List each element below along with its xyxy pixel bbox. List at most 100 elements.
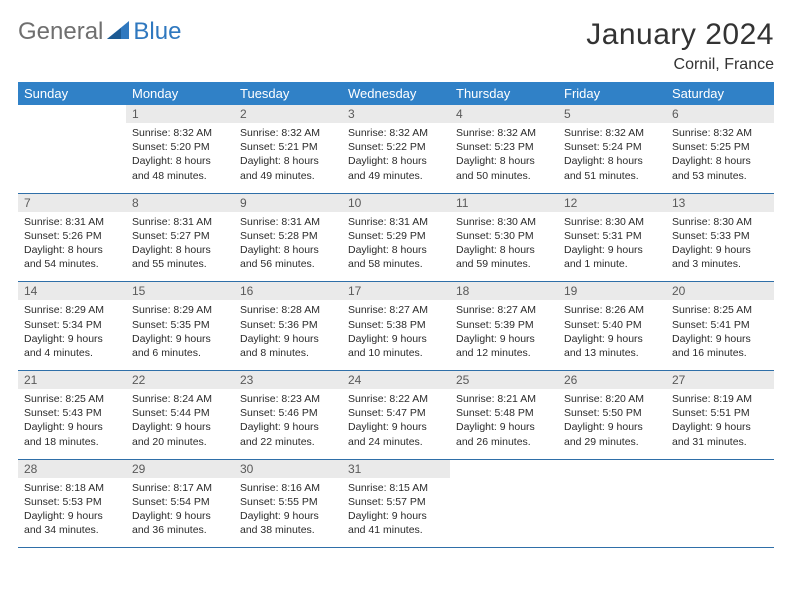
daylight-text: Daylight: 8 hours	[456, 243, 552, 257]
sunrise-text: Sunrise: 8:17 AM	[132, 481, 228, 495]
day-cell: Sunrise: 8:32 AMSunset: 5:25 PMDaylight:…	[666, 123, 774, 193]
day-number	[18, 105, 126, 123]
day-number: 1	[126, 105, 234, 123]
day-cell: Sunrise: 8:29 AMSunset: 5:35 PMDaylight:…	[126, 300, 234, 370]
day-number-row: 21222324252627	[18, 371, 774, 390]
day-info-row: Sunrise: 8:18 AMSunset: 5:53 PMDaylight:…	[18, 478, 774, 548]
day-number: 16	[234, 282, 342, 301]
day-number: 17	[342, 282, 450, 301]
weekday-header-row: Sunday Monday Tuesday Wednesday Thursday…	[18, 82, 774, 105]
sunset-text: Sunset: 5:23 PM	[456, 140, 552, 154]
sunset-text: Sunset: 5:34 PM	[24, 318, 120, 332]
header: General Blue January 2024 Cornil, France	[18, 18, 774, 74]
sunset-text: Sunset: 5:38 PM	[348, 318, 444, 332]
weekday-header: Monday	[126, 82, 234, 105]
daylight-text: and 55 minutes.	[132, 257, 228, 271]
daylight-text: Daylight: 9 hours	[348, 332, 444, 346]
day-number: 7	[18, 193, 126, 212]
daylight-text: Daylight: 8 hours	[348, 154, 444, 168]
sunset-text: Sunset: 5:20 PM	[132, 140, 228, 154]
sunrise-text: Sunrise: 8:15 AM	[348, 481, 444, 495]
day-cell: Sunrise: 8:32 AMSunset: 5:24 PMDaylight:…	[558, 123, 666, 193]
daylight-text: Daylight: 9 hours	[564, 420, 660, 434]
sunset-text: Sunset: 5:21 PM	[240, 140, 336, 154]
day-number: 26	[558, 371, 666, 390]
sunset-text: Sunset: 5:57 PM	[348, 495, 444, 509]
day-info-row: Sunrise: 8:32 AMSunset: 5:20 PMDaylight:…	[18, 123, 774, 193]
daylight-text: Daylight: 8 hours	[132, 154, 228, 168]
daylight-text: Daylight: 9 hours	[456, 332, 552, 346]
sunrise-text: Sunrise: 8:18 AM	[24, 481, 120, 495]
daylight-text: Daylight: 9 hours	[24, 332, 120, 346]
sunset-text: Sunset: 5:41 PM	[672, 318, 768, 332]
daylight-text: and 48 minutes.	[132, 169, 228, 183]
daylight-text: and 34 minutes.	[24, 523, 120, 537]
day-cell: Sunrise: 8:32 AMSunset: 5:23 PMDaylight:…	[450, 123, 558, 193]
sunrise-text: Sunrise: 8:31 AM	[348, 215, 444, 229]
weekday-header: Thursday	[450, 82, 558, 105]
daylight-text: Daylight: 9 hours	[456, 420, 552, 434]
weekday-header: Tuesday	[234, 82, 342, 105]
weekday-header: Sunday	[18, 82, 126, 105]
day-number: 18	[450, 282, 558, 301]
day-cell	[558, 478, 666, 548]
day-cell: Sunrise: 8:19 AMSunset: 5:51 PMDaylight:…	[666, 389, 774, 459]
day-number	[558, 459, 666, 478]
day-info-row: Sunrise: 8:31 AMSunset: 5:26 PMDaylight:…	[18, 212, 774, 282]
logo-text-blue: Blue	[133, 18, 181, 46]
daylight-text: and 26 minutes.	[456, 435, 552, 449]
daylight-text: Daylight: 8 hours	[240, 243, 336, 257]
day-number: 22	[126, 371, 234, 390]
sunrise-text: Sunrise: 8:31 AM	[240, 215, 336, 229]
weekday-header: Friday	[558, 82, 666, 105]
logo-text-general: General	[18, 18, 103, 46]
daylight-text: Daylight: 9 hours	[240, 509, 336, 523]
day-number: 25	[450, 371, 558, 390]
sunrise-text: Sunrise: 8:25 AM	[24, 392, 120, 406]
sunset-text: Sunset: 5:22 PM	[348, 140, 444, 154]
day-cell: Sunrise: 8:31 AMSunset: 5:28 PMDaylight:…	[234, 212, 342, 282]
sunrise-text: Sunrise: 8:32 AM	[348, 126, 444, 140]
sunrise-text: Sunrise: 8:32 AM	[240, 126, 336, 140]
daylight-text: and 10 minutes.	[348, 346, 444, 360]
daylight-text: Daylight: 9 hours	[564, 332, 660, 346]
daylight-text: Daylight: 9 hours	[672, 420, 768, 434]
daylight-text: Daylight: 9 hours	[348, 509, 444, 523]
sunrise-text: Sunrise: 8:27 AM	[348, 303, 444, 317]
daylight-text: Daylight: 9 hours	[240, 332, 336, 346]
day-number	[450, 459, 558, 478]
sunset-text: Sunset: 5:40 PM	[564, 318, 660, 332]
day-number: 28	[18, 459, 126, 478]
sunrise-text: Sunrise: 8:32 AM	[672, 126, 768, 140]
sunset-text: Sunset: 5:25 PM	[672, 140, 768, 154]
daylight-text: Daylight: 9 hours	[348, 420, 444, 434]
day-number: 2	[234, 105, 342, 123]
daylight-text: Daylight: 9 hours	[564, 243, 660, 257]
sunset-text: Sunset: 5:30 PM	[456, 229, 552, 243]
sunrise-text: Sunrise: 8:32 AM	[564, 126, 660, 140]
day-number: 20	[666, 282, 774, 301]
daylight-text: Daylight: 8 hours	[132, 243, 228, 257]
sunrise-text: Sunrise: 8:31 AM	[132, 215, 228, 229]
day-cell: Sunrise: 8:25 AMSunset: 5:43 PMDaylight:…	[18, 389, 126, 459]
daylight-text: and 38 minutes.	[240, 523, 336, 537]
location: Cornil, France	[586, 56, 774, 74]
day-number: 24	[342, 371, 450, 390]
sunrise-text: Sunrise: 8:26 AM	[564, 303, 660, 317]
day-cell: Sunrise: 8:31 AMSunset: 5:27 PMDaylight:…	[126, 212, 234, 282]
sunset-text: Sunset: 5:55 PM	[240, 495, 336, 509]
daylight-text: Daylight: 9 hours	[132, 420, 228, 434]
sunrise-text: Sunrise: 8:28 AM	[240, 303, 336, 317]
daylight-text: and 3 minutes.	[672, 257, 768, 271]
day-cell: Sunrise: 8:26 AMSunset: 5:40 PMDaylight:…	[558, 300, 666, 370]
daylight-text: and 54 minutes.	[24, 257, 120, 271]
day-cell: Sunrise: 8:32 AMSunset: 5:21 PMDaylight:…	[234, 123, 342, 193]
sunrise-text: Sunrise: 8:31 AM	[24, 215, 120, 229]
day-cell: Sunrise: 8:27 AMSunset: 5:38 PMDaylight:…	[342, 300, 450, 370]
day-cell	[666, 478, 774, 548]
day-number: 3	[342, 105, 450, 123]
day-number: 15	[126, 282, 234, 301]
daylight-text: Daylight: 8 hours	[240, 154, 336, 168]
sunset-text: Sunset: 5:54 PM	[132, 495, 228, 509]
title-block: January 2024 Cornil, France	[586, 18, 774, 74]
